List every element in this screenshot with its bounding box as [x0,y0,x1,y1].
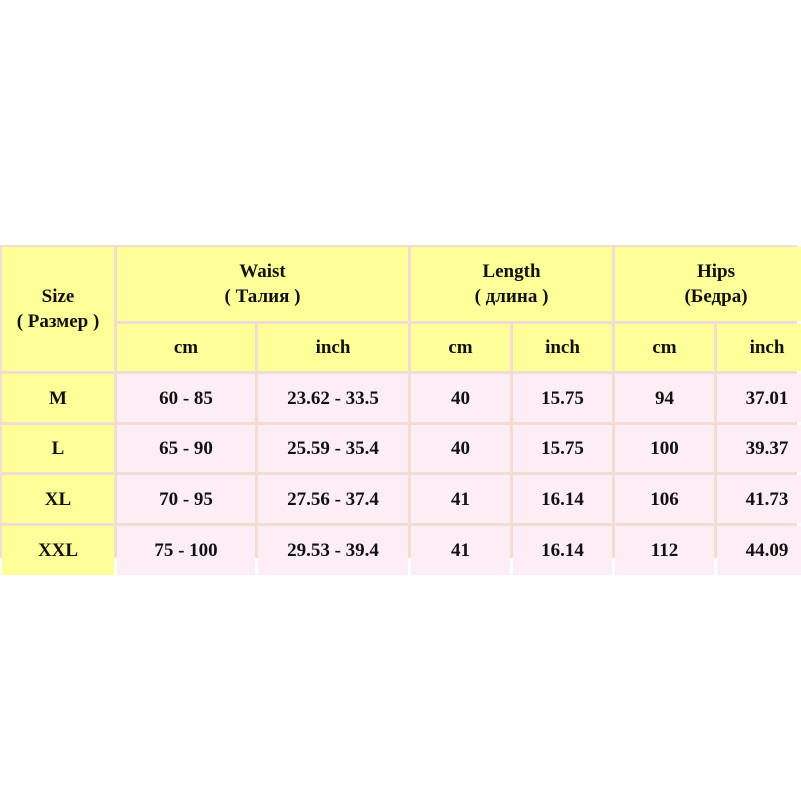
table-cell: 94 [615,374,714,422]
header-length-label-ru: ( длина ) [474,286,549,307]
table-cell: 41.73 [717,475,801,523]
table-cell: 106 [615,475,714,523]
table-cell: 25.59 - 35.4 [258,425,408,472]
table-cell: 41 [411,526,510,575]
header-waist: Waist ( Талия ) [117,247,408,321]
table-cell: 40 [411,374,510,422]
table-cell: 40 [411,425,510,472]
header-length: Length ( длина ) [411,247,612,321]
size-chart-table: Size ( Размер ) Waist ( Талия ) Length (… [0,245,801,575]
header-waist-label-ru: ( Талия ) [224,286,301,307]
header-size-label: Size [41,286,75,307]
unit-header: inch [258,324,408,371]
table-cell: 70 - 95 [117,475,255,523]
table-cell: 100 [615,425,714,472]
header-hips: Hips (Бедра) [615,247,801,321]
table-cell: 15.75 [513,374,612,422]
header-size: Size ( Размер ) [2,247,114,371]
unit-header: cm [411,324,510,371]
table-cell: 37.01 [717,374,801,422]
table-cell: 15.75 [513,425,612,472]
table-cell: 44.09 [717,526,801,575]
header-waist-label: Waist [239,261,286,282]
table-cell: 23.62 - 33.5 [258,374,408,422]
table-cell: 65 - 90 [117,425,255,472]
unit-header: inch [717,324,801,371]
table-cell: 41 [411,475,510,523]
table-cell: 60 - 85 [117,374,255,422]
table-cell: 27.56 - 37.4 [258,475,408,523]
unit-header: cm [615,324,714,371]
unit-header: inch [513,324,612,371]
table-cell: 39.37 [717,425,801,472]
size-label-cell: M [2,374,114,422]
table-cell: 75 - 100 [117,526,255,575]
size-label-cell: XXL [2,526,114,575]
size-label-cell: L [2,425,114,472]
table-cell: 112 [615,526,714,575]
table-cell: 16.14 [513,475,612,523]
header-hips-label-ru: (Бедра) [684,286,748,307]
header-size-label-ru: ( Размер ) [16,311,100,332]
unit-header: cm [117,324,255,371]
table-cell: 29.53 - 39.4 [258,526,408,575]
header-length-label: Length [482,261,541,282]
header-hips-label: Hips [696,261,736,282]
table-cell: 16.14 [513,526,612,575]
size-label-cell: XL [2,475,114,523]
